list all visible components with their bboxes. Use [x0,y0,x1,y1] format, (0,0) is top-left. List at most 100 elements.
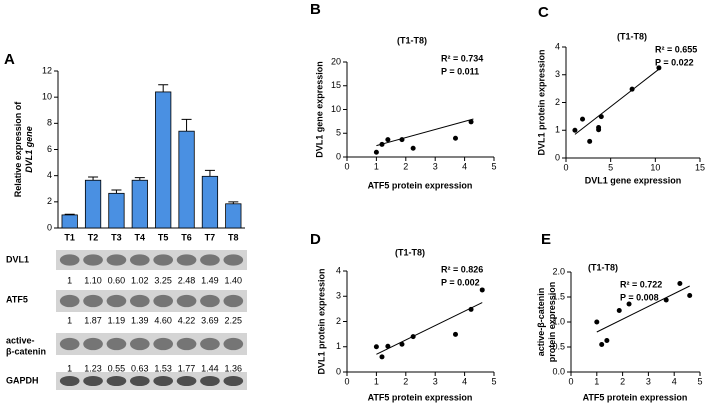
error-bar [228,201,239,204]
x-tick-label: 1 [374,161,379,171]
y-tick-label: 2 [555,97,560,107]
y-tick-label: 15 [331,80,341,90]
blot-value: 1 [67,363,72,373]
x-tick-label: 15 [695,162,705,172]
point [385,343,391,349]
bar [131,179,148,229]
point [373,149,379,155]
point [596,127,602,133]
x-axis-label: ATF5 protein expression [368,180,473,190]
blot-band [176,294,197,308]
blot-value: 3.69 [201,315,219,325]
blot-band [106,294,127,308]
x-tick-label: T5 [158,232,169,242]
chart-title: (T1-T8) [395,247,425,257]
x-axis-label: ATF5 protein expression [368,392,473,402]
point [452,331,458,337]
x-tick-label: T2 [88,232,99,242]
blot-band [223,294,244,308]
blot-band [223,254,244,266]
error-bar [88,176,99,181]
panel-label: E [541,231,551,248]
x-axis-label: DVL1 gene expression [585,175,682,185]
x-tick-label: T7 [205,232,216,242]
error-bar [204,169,215,177]
error-bar [111,189,122,194]
y-tick-label: 4 [336,265,341,275]
point [626,301,632,307]
point [572,127,578,133]
bar [178,130,195,229]
blot-band [59,375,80,387]
point [373,344,379,350]
blot-band [153,294,174,308]
blot-label: ATF5 [6,294,28,304]
y-tick-label: 3 [336,291,341,301]
x-tick-label: 5 [491,161,496,171]
y-axis-label: DVL1 gene [24,126,34,173]
blot-value: 1.87 [84,315,102,325]
x-tick-label: 10 [650,162,660,172]
blot-band [106,337,127,351]
panel-label: C [538,4,549,21]
point [656,65,662,71]
blot-band [200,375,220,387]
blot-band [153,375,174,387]
blot-band [176,375,197,387]
x-tick-label: 5 [697,376,702,386]
blot-value: 1.49 [201,275,219,285]
y-axis-label: Relative expression of [13,101,23,198]
y-axis-label: active-β-catenin [536,288,546,357]
x-tick-label: 2 [403,161,408,171]
panel-label: B [310,1,321,18]
blot-value: 0.60 [108,275,126,285]
y-axis-label: DVL1 protein expression [536,49,546,155]
blot-band [153,254,174,266]
statistic: P = 0.022 [655,57,694,67]
fit-line [596,285,690,333]
blot-band [200,254,220,266]
y-tick-label: 4 [47,170,52,180]
x-tick-label: 0 [344,161,349,171]
y-axis-label: DVL1 gene expression [314,61,324,158]
blot-image [56,290,247,312]
error-bar [64,213,75,215]
blot-band [106,254,127,266]
y-tick-label: 1.0 [552,316,565,326]
x-tick-label: T3 [111,232,122,242]
y-tick-label: 2 [47,196,52,206]
point [410,145,416,151]
x-tick-label: T1 [64,232,75,242]
blot-band [223,337,244,351]
bar [225,203,242,229]
y-tick-label: 0 [336,366,341,376]
x-tick-label: 3 [433,161,438,171]
y-tick-label: 4 [555,41,560,51]
y-axis-label: protein expression [547,282,557,363]
chart-title: (T1-T8) [588,262,618,272]
y-tick-label: 0 [555,152,560,162]
blot-band [106,375,127,387]
blot-band [129,375,150,387]
blot-label: GAPDH [6,375,39,385]
y-tick-label: 3 [555,69,560,79]
x-tick-label: 0 [568,376,573,386]
blot-value: 1 [67,315,72,325]
y-tick-label: 0.5 [552,341,565,351]
blot-band [83,254,103,266]
blot-value: 1.02 [131,275,149,285]
blot-value: 1.53 [154,363,172,373]
statistic: R² = 0.826 [441,264,483,274]
point [604,338,610,343]
y-tick-label: 2.0 [552,266,565,276]
y-tick-label: 0 [336,151,341,161]
statistic: P = 0.011 [441,66,479,76]
blot-value: 3.25 [154,275,172,285]
x-tick-label: 4 [672,376,677,386]
x-tick-label: 4 [462,161,467,171]
y-tick-label: 1 [336,341,341,351]
statistic: R² = 0.722 [620,279,662,289]
x-tick-label: 4 [462,376,467,386]
blot-band [200,337,220,351]
blot-band [176,254,197,266]
